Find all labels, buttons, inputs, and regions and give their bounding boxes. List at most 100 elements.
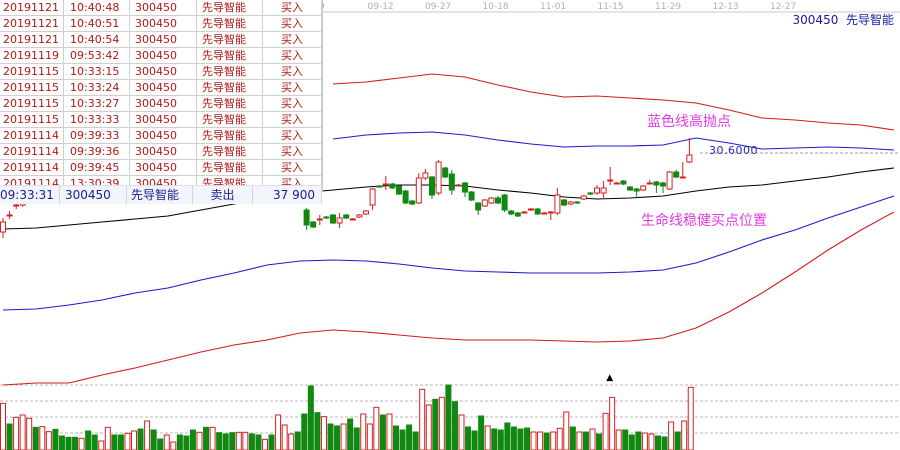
cell-action: 买入	[263, 48, 322, 63]
volume-bar	[615, 429, 622, 450]
candle-body	[679, 176, 686, 179]
candle	[488, 197, 495, 204]
candle-body	[475, 202, 482, 211]
volume-bar	[635, 431, 642, 450]
volume-bar	[497, 429, 504, 450]
volume-bar	[491, 428, 498, 450]
volume-bar	[98, 440, 105, 450]
candle-body	[415, 177, 422, 204]
candle	[541, 212, 548, 215]
candle-body	[409, 200, 416, 205]
candle	[587, 192, 594, 195]
table-row[interactable]: 20191114 09:39:45 300450 先导智能 买入	[0, 160, 322, 176]
candle	[336, 213, 343, 228]
line-ma	[2, 167, 895, 230]
table-row[interactable]: 20191115 10:33:24 300450 先导智能 买入	[0, 80, 322, 96]
candle	[402, 190, 409, 204]
table-row[interactable]: 20191121 10:40:54 300450 先导智能 买入	[0, 32, 322, 48]
annotation-buy-point: 生命线稳健买点位置	[641, 213, 767, 229]
candle	[627, 186, 633, 191]
volume-bar	[196, 431, 203, 450]
volume-bar	[294, 431, 301, 450]
volume-bar	[137, 428, 144, 450]
volume-bar	[353, 427, 360, 450]
candle	[574, 201, 581, 204]
stock-name: 先导智能	[845, 13, 894, 27]
candle	[514, 212, 521, 217]
volume-bar	[78, 437, 85, 450]
table-row[interactable]: 20191114 09:39:36 300450 先导智能 买入	[0, 144, 322, 160]
volume-bar	[72, 436, 79, 450]
volume-bar	[563, 411, 570, 450]
volume-bar	[13, 416, 20, 450]
candle-body	[468, 191, 475, 201]
candle-body	[514, 212, 521, 217]
volume-bar	[288, 433, 295, 450]
volume-bar	[668, 421, 675, 450]
volume-bar	[386, 413, 393, 450]
volume-bar	[360, 413, 367, 450]
candle	[567, 201, 574, 205]
cell-code: 300450	[130, 112, 197, 127]
volume-bar	[176, 434, 183, 450]
table-row[interactable]: 20191115 10:33:27 300450 先导智能 买入	[0, 96, 322, 112]
volume-bar	[576, 431, 583, 450]
table-row[interactable]: 20191119 09:53:42 300450 先导智能 买入	[0, 48, 322, 64]
cell-time: 10:33:27	[64, 96, 130, 111]
candle-body	[495, 197, 501, 204]
volume-bar	[438, 396, 445, 450]
cell-date: 20191114	[0, 160, 64, 175]
volume-bar	[641, 432, 648, 450]
volume-bar	[530, 431, 537, 450]
candle	[462, 182, 468, 197]
candle	[534, 208, 541, 215]
cell-date: 20191115	[0, 96, 64, 111]
candle	[561, 199, 567, 206]
table-row[interactable]: 20191115 10:33:33 300450 先导智能 买入	[0, 112, 322, 128]
candle	[528, 208, 534, 211]
candle-body	[429, 176, 435, 196]
cell-code: 300450	[130, 64, 197, 79]
cell-date: 20191121	[0, 0, 64, 15]
candle	[495, 196, 501, 204]
candle-body	[462, 182, 468, 193]
volume-bar	[674, 431, 681, 450]
volume-bar	[6, 423, 13, 450]
candle-body	[521, 211, 528, 214]
cell-code: 300450	[130, 32, 197, 47]
volume-bar	[661, 436, 668, 450]
volume-bar	[26, 417, 33, 450]
cell-action: 卖出	[193, 186, 253, 204]
volume-bar	[58, 435, 65, 450]
volume-bar	[144, 420, 151, 450]
volume-bar	[163, 434, 170, 450]
trade-records-table[interactable]: 20191121 10:40:48 300450 先导智能 买入 20191121 10:4…	[0, 0, 323, 192]
candle-body	[389, 183, 396, 189]
table-row[interactable]: 20191121 10:40:48 300450 先导智能 买入	[0, 0, 322, 16]
candle-body	[508, 210, 515, 215]
volume-bar	[517, 428, 524, 450]
cell-code: 300450	[60, 186, 127, 204]
volume-bar	[0, 402, 6, 450]
volume-bar	[262, 438, 268, 450]
candle-body	[356, 214, 363, 218]
cell-name: 先导智能	[197, 144, 263, 159]
cell-time: 10:40:48	[64, 0, 130, 15]
candle-body	[13, 204, 20, 207]
table-row[interactable]: 20191121 10:40:51 300450 先导智能 买入	[0, 16, 322, 32]
selected-trade-row[interactable]: 09:33:31 300450 先导智能 卖出 37 900	[0, 185, 322, 204]
candle-body	[666, 171, 673, 190]
volume-bar	[556, 427, 563, 450]
cell-time: 09:53:42	[64, 48, 130, 63]
volume-bar	[203, 426, 210, 450]
volume-bar	[45, 431, 52, 450]
candle	[620, 180, 627, 185]
volume-bar	[65, 436, 72, 450]
table-row[interactable]: 20191115 10:33:15 300450 先导智能 买入	[0, 64, 322, 80]
candle-body	[363, 210, 369, 215]
table-row[interactable]: 20191114 09:39:33 300450 先导智能 买入	[0, 128, 322, 144]
cell-date: 20191119	[0, 48, 64, 63]
volume-bar	[248, 433, 255, 450]
annotation-high-sell: 蓝色线高抛点	[647, 114, 731, 130]
volume-bar	[255, 434, 262, 450]
